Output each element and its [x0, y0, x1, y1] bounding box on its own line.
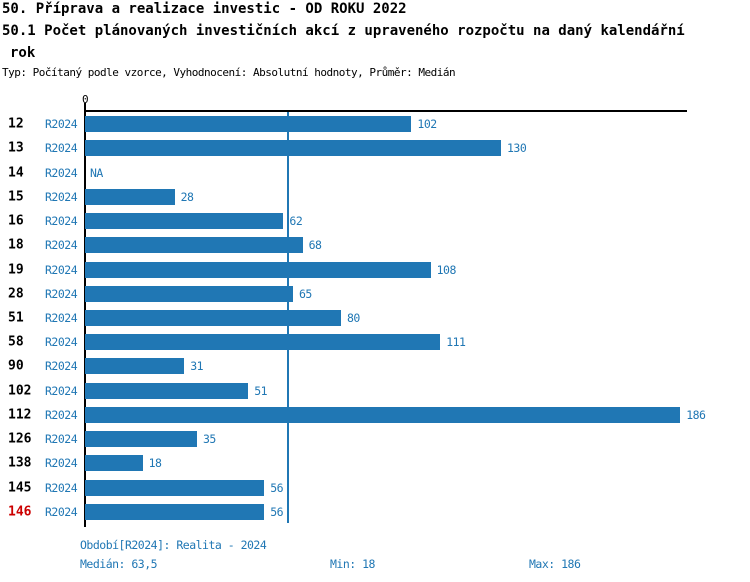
bar-value-label: 56: [270, 504, 284, 519]
row-category-label: 126: [8, 431, 32, 447]
bar-value-label: 108: [436, 262, 457, 277]
chart-row: 19 R2024 108: [0, 257, 750, 281]
row-category-label: 102: [8, 383, 32, 399]
chart-row: 90 R2024 31: [0, 354, 750, 378]
footer-period: Období[R2024]: Realita - 2024: [80, 538, 267, 552]
bar: [85, 116, 412, 133]
bar-value-label: 62: [289, 214, 303, 229]
bar-value-label: 65: [299, 286, 312, 301]
row-category-label: 15: [8, 189, 24, 205]
row-series-label: R2024: [45, 456, 78, 471]
bar: [85, 237, 303, 254]
bar: [85, 479, 265, 496]
chart-row: 12 R2024 102: [0, 112, 750, 136]
row-series-label: R2024: [45, 335, 78, 350]
bar-value-label: 18: [148, 456, 162, 471]
row-category-label: 19: [8, 262, 24, 278]
row-category-label: 145: [8, 480, 32, 496]
chart-row: 145 R2024 56: [0, 476, 750, 500]
bar: [85, 261, 431, 278]
bar: [85, 188, 175, 205]
row-category-label: 16: [8, 213, 24, 229]
row-series-label: R2024: [45, 383, 78, 398]
bar: [85, 406, 681, 423]
x-axis-tick-mark: [84, 103, 86, 112]
title-line-1: 50. Příprava a realizace investic - OD R…: [2, 1, 407, 17]
bar-value-label: 56: [270, 480, 284, 495]
row-category-label: 28: [8, 286, 24, 302]
title-line-3: rok: [10, 45, 36, 61]
bar-value-label: 28: [180, 189, 194, 204]
row-series-label: R2024: [45, 238, 78, 253]
footer-min: Min: 18: [330, 557, 375, 571]
bar: [85, 309, 341, 326]
bar: [85, 382, 249, 399]
chart-meta: Typ: Počítaný podle vzorce, Vyhodnocení:…: [2, 66, 456, 79]
chart-row: 146 R2024 56: [0, 500, 750, 524]
footer-max: Max: 186: [529, 557, 581, 571]
row-category-label: 146: [8, 504, 32, 520]
row-series-label: R2024: [45, 504, 78, 519]
row-category-label: 14: [8, 165, 24, 181]
bar: [85, 431, 197, 448]
row-series-label: R2024: [45, 432, 78, 447]
chart-row: 102 R2024 51: [0, 379, 750, 403]
bar-value-label: 51: [254, 383, 268, 398]
row-series-label: R2024: [45, 262, 78, 277]
x-axis-tick-label: 0: [81, 93, 89, 106]
row-series-label: R2024: [45, 310, 78, 325]
bar-value-label: 80: [347, 310, 360, 325]
bar-value-label: 68: [308, 238, 322, 253]
bar-value-label: 111: [446, 335, 466, 350]
row-series-label: R2024: [45, 141, 78, 156]
chart-row: 58 R2024 111: [0, 330, 750, 354]
bar: [85, 455, 143, 472]
bar: [85, 285, 293, 302]
bar-value-label: 31: [190, 359, 204, 374]
chart-row: 15 R2024 28: [0, 185, 750, 209]
title-line-2: 50.1 Počet plánovaných investičních akcí…: [2, 23, 685, 39]
row-series-label: R2024: [45, 117, 78, 132]
row-series-label: R2024: [45, 286, 78, 301]
bar-value-label: 102: [417, 117, 437, 132]
chart-row: 16 R2024 62: [0, 209, 750, 233]
bar: [85, 213, 284, 230]
chart-row: 14 R2024 NA: [0, 160, 750, 184]
bar: [85, 358, 185, 375]
row-category-label: 90: [8, 358, 24, 374]
row-series-label: R2024: [45, 359, 78, 374]
row-category-label: 13: [8, 140, 24, 156]
row-series-label: R2024: [45, 165, 78, 180]
footer-median: Medián: 63,5: [80, 557, 158, 571]
bar: [85, 140, 501, 157]
chart-row: 13 R2024 130: [0, 136, 750, 160]
row-category-label: 112: [8, 407, 32, 423]
row-category-label: 58: [8, 334, 24, 350]
bar-value-label: 186: [686, 407, 706, 422]
chart-row: 28 R2024 65: [0, 282, 750, 306]
chart-row: 112 R2024 186: [0, 403, 750, 427]
row-category-label: 51: [8, 310, 24, 326]
axis-top-spine: [84, 110, 687, 112]
row-series-label: R2024: [45, 189, 78, 204]
row-series-label: R2024: [45, 407, 78, 422]
row-series-label: R2024: [45, 214, 78, 229]
row-na-label: NA: [90, 165, 103, 180]
row-category-label: 18: [8, 237, 24, 253]
row-category-label: 12: [8, 116, 24, 132]
bar-value-label: 35: [203, 432, 216, 447]
chart-row: 126 R2024 35: [0, 427, 750, 451]
row-series-label: R2024: [45, 480, 78, 495]
bar-value-label: 130: [507, 141, 527, 156]
bar: [85, 334, 441, 351]
chart-row: 138 R2024 18: [0, 451, 750, 475]
chart-row: 51 R2024 80: [0, 306, 750, 330]
chart-row: 18 R2024 68: [0, 233, 750, 257]
chart-rows: 12 R2024 102 13 R2024 130 14 R2024 NA 15 R2024 28 16…: [0, 112, 750, 524]
bar: [85, 503, 265, 520]
row-category-label: 138: [8, 455, 32, 471]
